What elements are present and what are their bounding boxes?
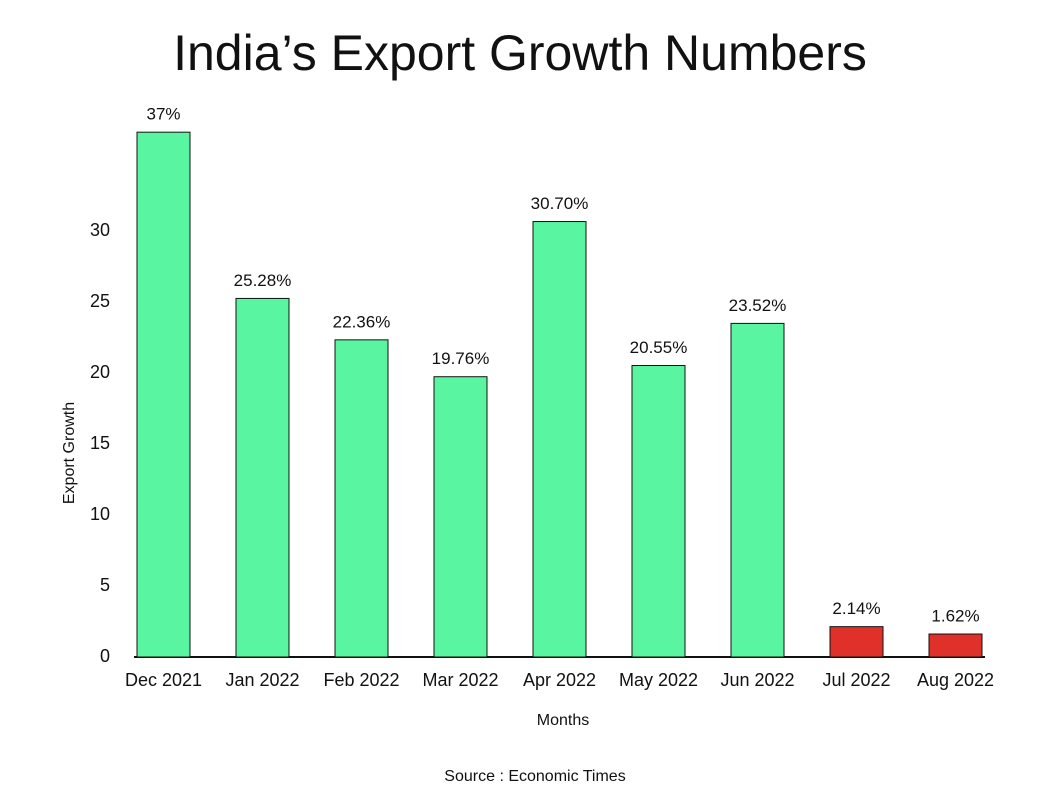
bar (235, 297, 290, 658)
value-label: 30.70% (531, 194, 589, 213)
y-tick-label: 5 (100, 575, 110, 595)
y-axis-title: Export Growth (61, 402, 78, 504)
bar (631, 365, 686, 658)
y-tick-label: 30 (90, 220, 110, 240)
x-tick-label: May 2022 (619, 670, 698, 690)
bar (829, 626, 884, 658)
bar (334, 339, 389, 658)
x-tick-label: Jan 2022 (225, 670, 299, 690)
x-tick-label: Aug 2022 (917, 670, 994, 690)
value-label: 25.28% (234, 271, 292, 290)
bar (928, 633, 983, 658)
value-label: 19.76% (432, 349, 490, 368)
value-label: 20.55% (630, 338, 688, 357)
value-label: 37% (146, 105, 180, 124)
value-label: 1.62% (931, 607, 979, 626)
x-tick-label: Feb 2022 (323, 670, 399, 690)
y-tick-label: 0 (100, 646, 110, 666)
x-tick-label: Dec 2021 (125, 670, 202, 690)
y-tick-label: 15 (90, 433, 110, 453)
bar (532, 221, 587, 658)
bar (136, 131, 191, 658)
x-tick-label: Jun 2022 (720, 670, 794, 690)
value-label: 23.52% (729, 296, 787, 315)
x-tick-label: Mar 2022 (422, 670, 498, 690)
y-tick-label: 25 (90, 291, 110, 311)
x-tick-label: Apr 2022 (523, 670, 596, 690)
y-tick-label: 20 (90, 362, 110, 382)
x-axis-title: Months (537, 712, 589, 729)
value-label: 22.36% (333, 312, 391, 331)
y-tick-label: 10 (90, 504, 110, 524)
chart-title: India’s Export Growth Numbers (173, 25, 867, 81)
x-tick-label: Jul 2022 (822, 670, 890, 690)
value-label: 2.14% (832, 599, 880, 618)
source-note: Source : Economic Times (444, 768, 625, 785)
bar (433, 376, 488, 658)
bar (730, 322, 785, 658)
